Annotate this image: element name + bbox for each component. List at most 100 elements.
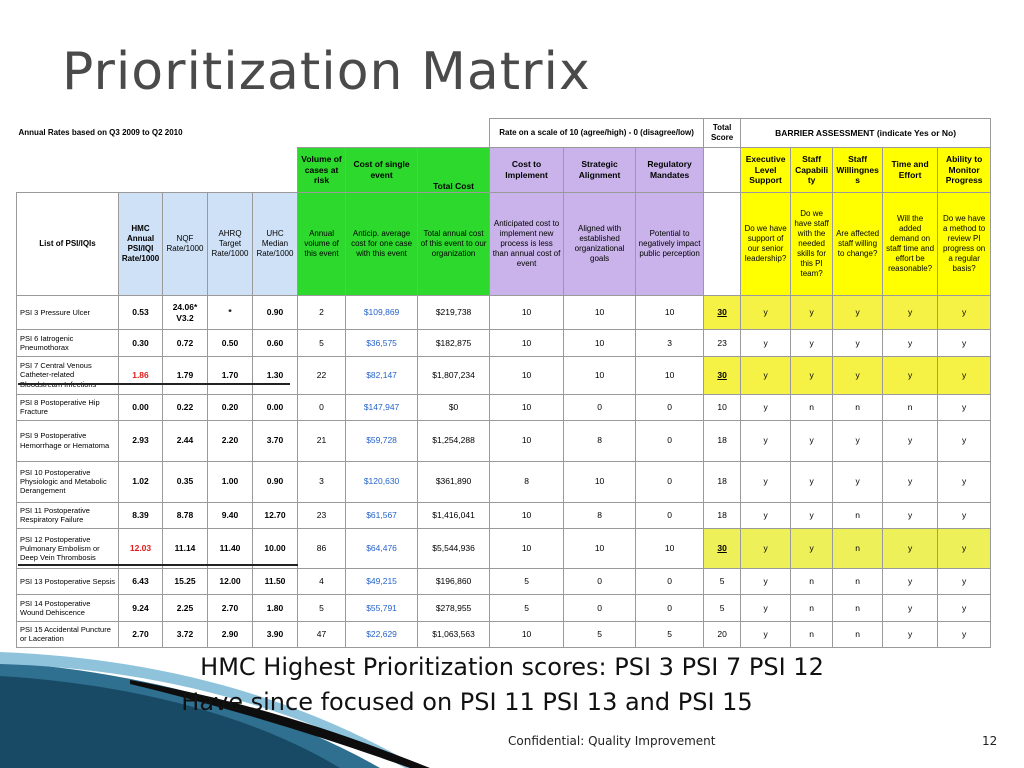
total-cost-cell: $182,875 [417,329,491,357]
cost-impl-cell: 5 [489,594,565,622]
hmc-rate-cell: 6.43 [118,568,163,596]
cost-impl-desc: Anticipated cost to implement new proces… [489,191,565,296]
slide-title: Prioritization Matrix [62,42,591,102]
footer-text: Confidential: Quality Improvement [508,734,716,748]
time-cell: y [882,294,939,331]
willing-cell: n [832,568,884,596]
header-row-main: Volume of cases at risk Cost of single e… [17,147,992,193]
regulatory-cell: 0 [635,501,705,530]
time-cell: y [882,419,939,462]
ahrq-rate-cell: 2.20 [207,419,253,462]
bottom-text-line1: HMC Highest Prioritization scores: PSI 3… [200,653,824,681]
ahrq-rate-cell: * [207,294,253,331]
monitor-header: Ability to Monitor Progress [937,147,992,193]
cost-impl-cell: 10 [489,329,565,357]
total-cost-cell: $1,063,563 [417,620,491,649]
capability-desc: Do we have staff with the needed skills … [790,191,834,296]
total-cost-cell: $219,738 [417,294,491,331]
score-header-blank [703,147,742,193]
time-cell: y [882,528,939,570]
page-number: 12 [982,734,998,748]
willing-cell: y [832,294,884,331]
strategic-cell: 5 [563,620,637,649]
cost-single-header: Cost of single event [345,147,419,193]
exec-cell: y [740,620,792,649]
volume-cell: 0 [296,393,347,421]
annual-rates-label: Annual Rates based on Q3 2009 to Q2 2010 [18,127,183,137]
regulatory-cell: 3 [635,329,705,357]
staff-willingness-header: Staff Willingnes s [832,147,884,193]
table-row: PSI 13 Postoperative Sepsis 6.43 15.25 12.0… [16,568,992,596]
volume-cell: 2 [296,294,347,331]
cost-impl-cell: 10 [489,528,565,570]
uhc-rate-cell: 0.00 [252,393,298,421]
capability-cell: y [790,419,834,462]
header-spacer [17,148,298,192]
time-cell: y [882,620,939,649]
monitor-cell: y [937,329,992,357]
capability-cell: n [790,620,834,649]
header-spacer [346,119,490,148]
willing-cell: y [832,419,884,462]
row-label: PSI 8 Postoperative Hip Fracture [16,393,119,421]
total-score-cell: 5 [703,594,742,622]
cost-single-cell: $22,629 [345,620,419,649]
hmc-rate-cell: 1.86 [118,355,163,395]
monitor-cell: y [937,460,992,503]
time-cell: y [882,355,939,395]
uhc-rate-cell: 0.60 [252,329,298,357]
willing-cell: n [832,528,884,570]
hmc-rate-cell: 2.70 [118,620,163,649]
ahrq-rate-cell: 2.90 [207,620,253,649]
exec-support-header: Executive Level Support [740,147,792,193]
uhc-rate-cell: 1.30 [252,355,298,395]
uhc-rate-cell: 0.90 [252,294,298,331]
ahrq-rate-cell: 0.50 [207,329,253,357]
table-row: PSI 7 Central Venous Catheter-related Bl… [16,355,992,395]
willing-cell: n [832,501,884,530]
strategic-cell: 10 [563,355,637,395]
exec-cell: y [740,460,792,503]
exec-cell: y [740,419,792,462]
hmc-rate-cell: 2.93 [118,419,163,462]
uhc-rate-cell: 10.00 [252,528,298,570]
monitor-cell: y [937,528,992,570]
nqf-rate-cell: 24.06* V3.2 [162,294,208,331]
table-row: PSI 10 Postoperative Physiologic and Met… [16,460,992,503]
regulatory-cell: 0 [635,568,705,596]
total-cost-cell: $361,890 [417,460,491,503]
divider-line [18,383,290,385]
regulatory-cell: 5 [635,620,705,649]
row-label: PSI 15 Accidental Puncture or Laceration [16,620,119,649]
strategic-cell: 0 [563,568,637,596]
total-score-cell: 5 [703,568,742,596]
total-score-cell: 30 [703,528,742,570]
total-cost-desc: Total annual cost of this event to our o… [417,191,491,296]
willing-cell: n [832,594,884,622]
willing-desc: Are affected staff willing to change? [832,191,884,296]
row-label: PSI 11 Postoperative Respiratory Failure [16,501,119,530]
ahrq-rate-cell: 12.00 [207,568,253,596]
cost-single-cell: $59,728 [345,419,419,462]
nqf-rate-cell: 15.25 [162,568,208,596]
divider-line [18,564,298,566]
volume-cell: 4 [296,568,347,596]
nqf-rate-cell: 8.78 [162,501,208,530]
volume-header: Volume of cases at risk [296,147,347,193]
row-label: PSI 10 Postoperative Physiologic and Met… [16,460,119,503]
cost-single-cell: $109,869 [345,294,419,331]
hmc-header: HMC Annual PSI/IQI Rate/1000 [118,191,163,296]
uhc-rate-cell: 3.90 [252,620,298,649]
willing-cell: y [832,355,884,395]
capability-cell: n [790,594,834,622]
nqf-rate-cell: 0.72 [162,329,208,357]
volume-cell: 23 [296,501,347,530]
exec-cell: y [740,501,792,530]
capability-cell: n [790,568,834,596]
list-label: List of PSI/IQIs [16,191,119,296]
nqf-rate-cell: 3.72 [162,620,208,649]
time-effort-header: Time and Effort [882,147,939,193]
regulatory-cell: 0 [635,594,705,622]
total-score-cell: 18 [703,419,742,462]
table-row: PSI 11 Postoperative Respiratory Failure… [16,501,992,530]
